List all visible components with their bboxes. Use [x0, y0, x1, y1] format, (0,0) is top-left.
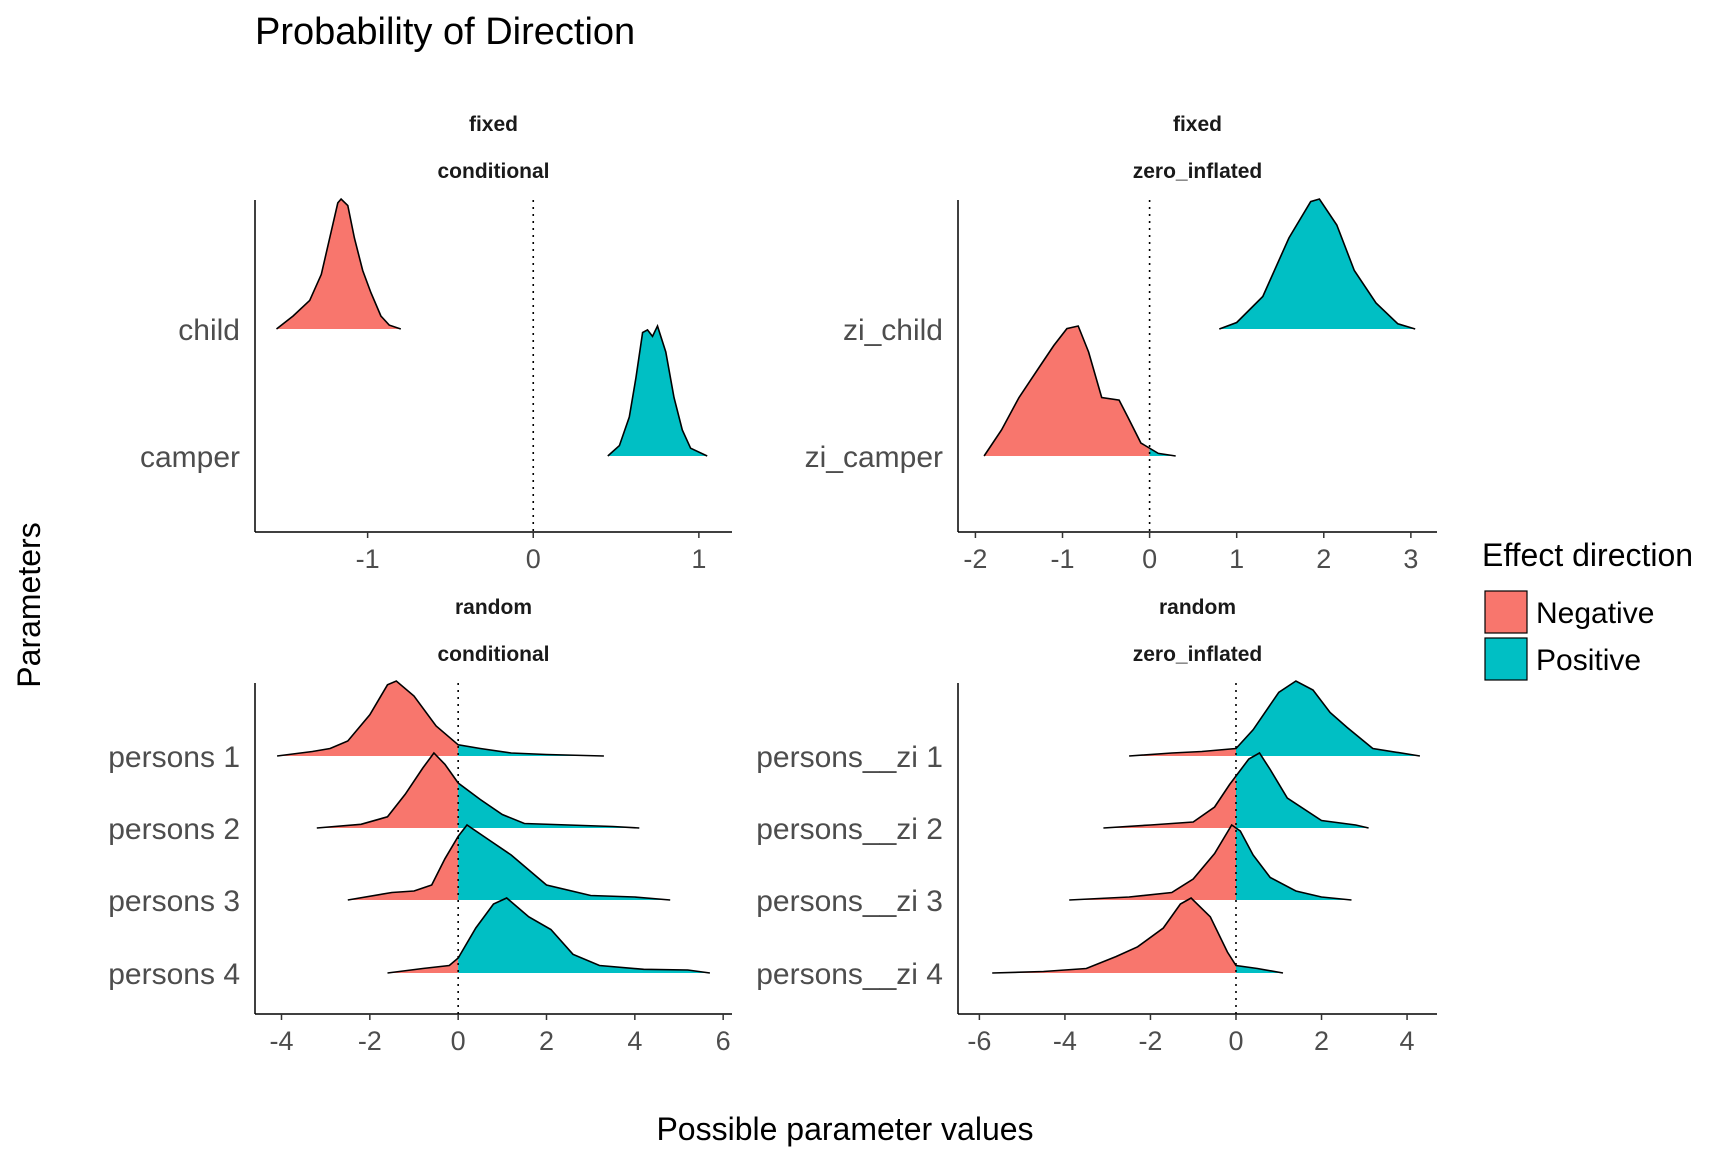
- density-ridge-positive: [458, 898, 710, 973]
- x-tick-label: -2: [963, 544, 987, 574]
- y-tick-label: persons__zi 3: [756, 885, 943, 918]
- x-tick-label: -1: [1051, 544, 1075, 574]
- facet-panel: random conditional persons 1 persons 2 perso…: [108, 596, 732, 1056]
- facet-strip-label: random: [1159, 596, 1236, 619]
- density-outline: [983, 325, 1176, 457]
- y-tick-label: persons 4: [108, 958, 240, 991]
- x-tick-label: -2: [1138, 1026, 1162, 1056]
- x-tick-label: 0: [526, 544, 541, 574]
- density-outline: [1219, 198, 1416, 330]
- x-axis-title: Possible parameter values: [656, 1111, 1033, 1147]
- x-tick-label: -4: [1053, 1026, 1077, 1056]
- density-ridge-negative: [316, 753, 459, 828]
- facet-strip-label: fixed: [1173, 113, 1222, 136]
- facet-panel: random zero_inflated persons__zi 1 persons_…: [756, 596, 1437, 1056]
- y-tick-label: zi_camper: [805, 441, 943, 474]
- x-tick-label: 4: [1400, 1026, 1415, 1056]
- x-tick-label: 2: [1314, 1026, 1329, 1056]
- density-outline: [347, 823, 671, 901]
- x-tick-label: 4: [627, 1026, 642, 1056]
- x-tick-label: 3: [1403, 544, 1418, 574]
- legend-swatch: [1484, 590, 1528, 634]
- legend: Effect direction Negative Positive: [1482, 537, 1693, 681]
- y-tick-label: camper: [140, 441, 240, 474]
- chart-title: Probability of Direction: [255, 11, 635, 53]
- density-outline: [607, 323, 708, 457]
- facet-strip-label: conditional: [438, 643, 550, 666]
- density-ridge-negative: [1103, 776, 1236, 828]
- density-outline: [276, 680, 604, 757]
- y-tick-label: persons__zi 1: [756, 741, 943, 774]
- x-tick-label: 1: [1229, 544, 1244, 574]
- y-tick-label: persons 3: [108, 885, 240, 918]
- facet-strip-label: fixed: [469, 113, 518, 136]
- density-outline: [316, 751, 640, 829]
- facet-strip-label: zero_inflated: [1133, 643, 1263, 666]
- facet-panels: fixed conditional child camper -1 0 1 fixed zero…: [108, 113, 1437, 1056]
- x-tick-label: -6: [967, 1026, 991, 1056]
- legend-label: Positive: [1536, 644, 1641, 677]
- legend-swatch: [1484, 637, 1528, 681]
- density-ridge-positive: [1235, 827, 1352, 900]
- density-outline: [1069, 823, 1352, 901]
- facet-panel: fixed zero_inflated zi_child zi_camper -2 -1 0…: [805, 113, 1437, 574]
- density-ridge-positive: [607, 326, 708, 456]
- density-ridge-negative: [387, 958, 459, 973]
- density-ridge-positive: [1219, 199, 1416, 329]
- y-tick-label: zi_child: [843, 314, 943, 347]
- y-tick-label: child: [178, 314, 240, 347]
- density-ridge-positive: [458, 782, 640, 828]
- density-ridge-positive: [458, 744, 604, 756]
- density-outline: [276, 197, 402, 330]
- density-outline: [992, 897, 1284, 974]
- legend-label: Negative: [1536, 597, 1654, 630]
- density-ridge-negative: [277, 681, 459, 756]
- y-tick-label: persons 1: [108, 741, 240, 774]
- x-tick-label: -2: [358, 1026, 382, 1056]
- density-ridge-negative: [347, 836, 459, 900]
- legend-title: Effect direction: [1482, 537, 1693, 573]
- facet-panel: fixed conditional child camper -1 0 1: [140, 113, 732, 574]
- density-outline: [1103, 751, 1369, 829]
- density-ridge-negative: [992, 898, 1236, 973]
- facet-strip-label: zero_inflated: [1133, 160, 1263, 183]
- density-ridge-negative: [984, 326, 1150, 456]
- facet-strip-label: conditional: [438, 160, 550, 183]
- density-ridge-positive: [458, 825, 671, 900]
- y-axis-title: Parameters: [11, 522, 47, 687]
- x-tick-label: -1: [356, 544, 380, 574]
- x-tick-label: 0: [1142, 544, 1157, 574]
- density-ridge-positive: [1149, 448, 1176, 456]
- density-outline: [387, 897, 711, 974]
- density-ridge-negative: [1069, 825, 1236, 900]
- y-tick-label: persons__zi 2: [756, 813, 943, 846]
- x-tick-label: 1: [691, 544, 706, 574]
- x-tick-label: 2: [539, 1026, 554, 1056]
- facet-strip-label: random: [455, 596, 532, 619]
- y-tick-label: persons__zi 4: [756, 958, 943, 991]
- y-tick-label: persons 2: [108, 813, 240, 846]
- x-tick-label: 6: [716, 1026, 731, 1056]
- density-ridge-positive: [1235, 753, 1369, 828]
- x-tick-label: -4: [269, 1026, 293, 1056]
- x-tick-label: 0: [1228, 1026, 1243, 1056]
- x-tick-label: 2: [1316, 544, 1331, 574]
- density-ridge-negative: [276, 199, 401, 329]
- density-ridge-positive: [1235, 681, 1420, 756]
- x-tick-label: 0: [451, 1026, 466, 1056]
- density-outline: [1129, 680, 1421, 757]
